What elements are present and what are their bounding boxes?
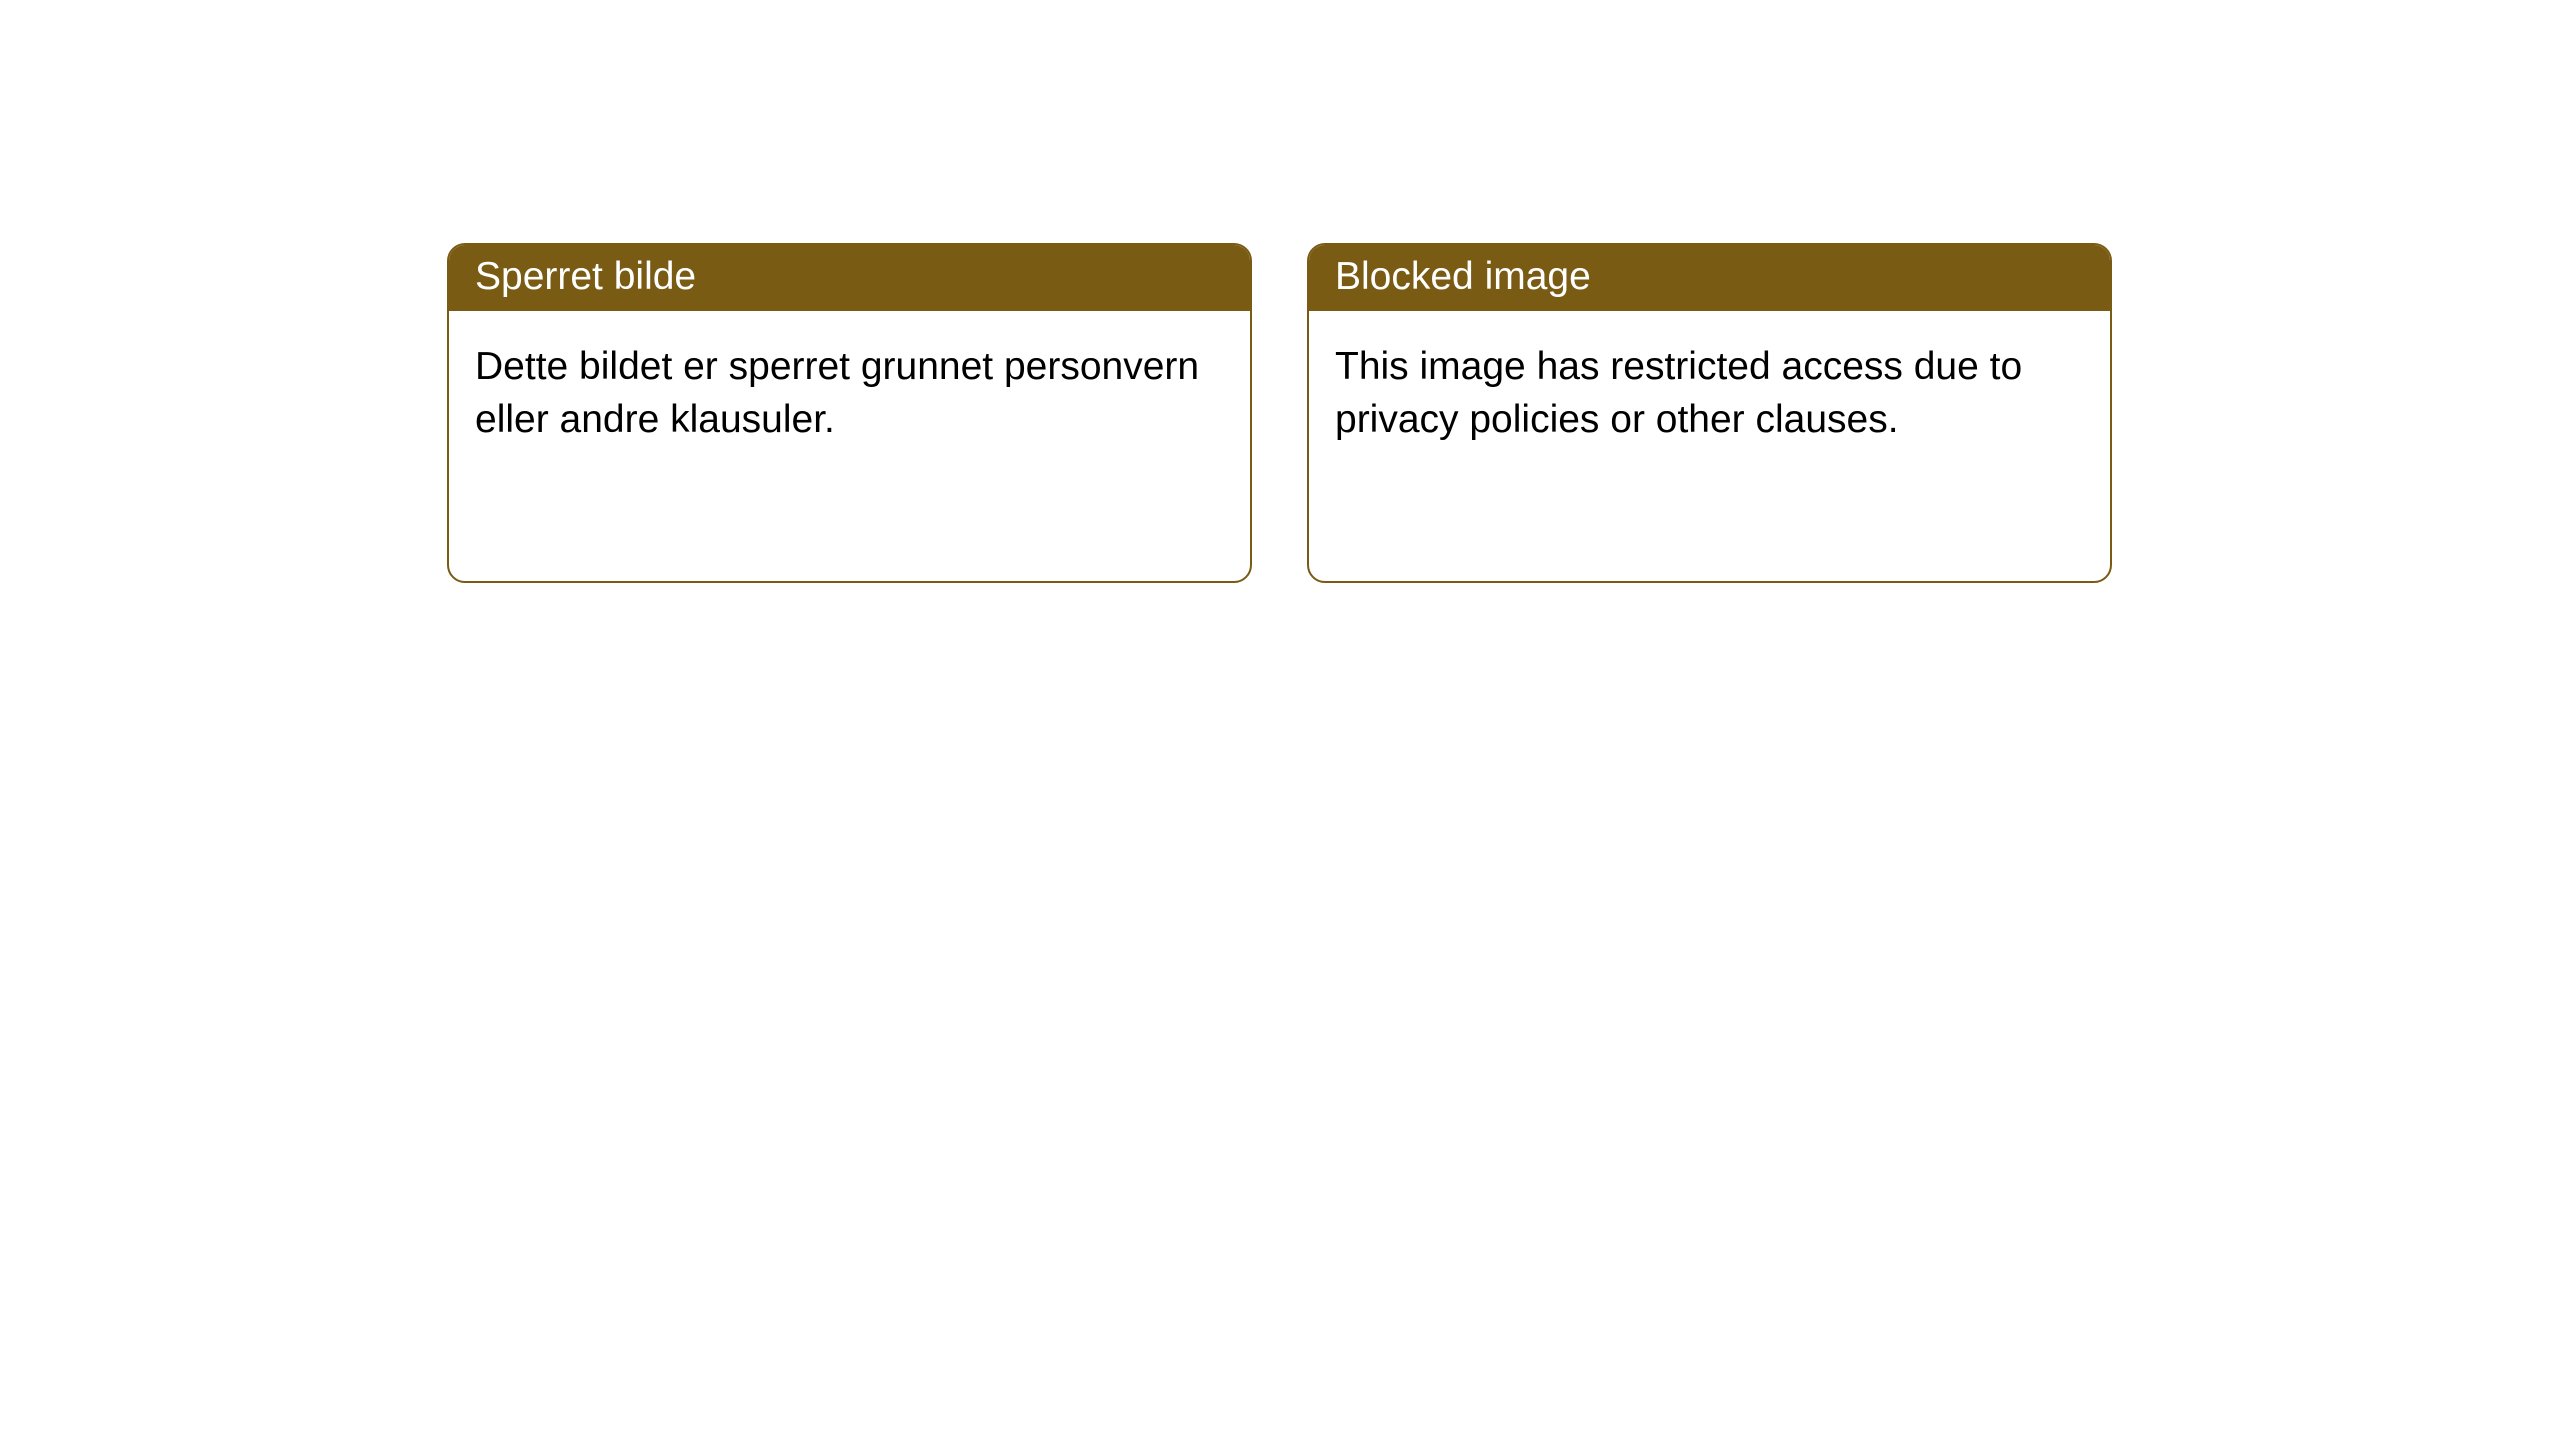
notice-card-body: This image has restricted access due to … [1309, 311, 2110, 476]
notice-cards-container: Sperret bilde Dette bildet er sperret gr… [447, 243, 2112, 583]
notice-card-english: Blocked image This image has restricted … [1307, 243, 2112, 583]
notice-card-title: Blocked image [1309, 245, 2110, 311]
notice-card-title: Sperret bilde [449, 245, 1250, 311]
notice-card-body: Dette bildet er sperret grunnet personve… [449, 311, 1250, 476]
notice-card-norwegian: Sperret bilde Dette bildet er sperret gr… [447, 243, 1252, 583]
